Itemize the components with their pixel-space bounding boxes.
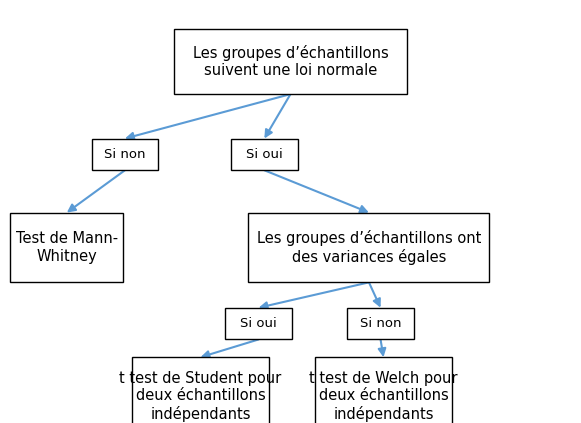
FancyBboxPatch shape — [174, 29, 407, 94]
Text: Si non: Si non — [104, 148, 146, 161]
FancyBboxPatch shape — [315, 357, 452, 423]
FancyBboxPatch shape — [347, 308, 414, 339]
Text: Si oui: Si oui — [246, 148, 283, 161]
Text: Si non: Si non — [360, 317, 401, 330]
Text: t test de Student pour
deux échantillons
indépendants: t test de Student pour deux échantillons… — [119, 371, 282, 422]
Text: Test de Mann-
Whitney: Test de Mann- Whitney — [16, 231, 118, 264]
FancyBboxPatch shape — [249, 213, 489, 283]
FancyBboxPatch shape — [132, 357, 268, 423]
FancyBboxPatch shape — [10, 213, 124, 283]
Text: Si oui: Si oui — [240, 317, 277, 330]
Text: t test de Welch pour
deux échantillons
indépendants: t test de Welch pour deux échantillons i… — [309, 371, 458, 422]
FancyBboxPatch shape — [231, 139, 298, 170]
FancyBboxPatch shape — [92, 139, 158, 170]
Text: Les groupes d’échantillons
suivent une loi normale: Les groupes d’échantillons suivent une l… — [193, 45, 388, 78]
FancyBboxPatch shape — [225, 308, 292, 339]
Text: Les groupes d’échantillons ont
des variances égales: Les groupes d’échantillons ont des varia… — [257, 230, 481, 265]
